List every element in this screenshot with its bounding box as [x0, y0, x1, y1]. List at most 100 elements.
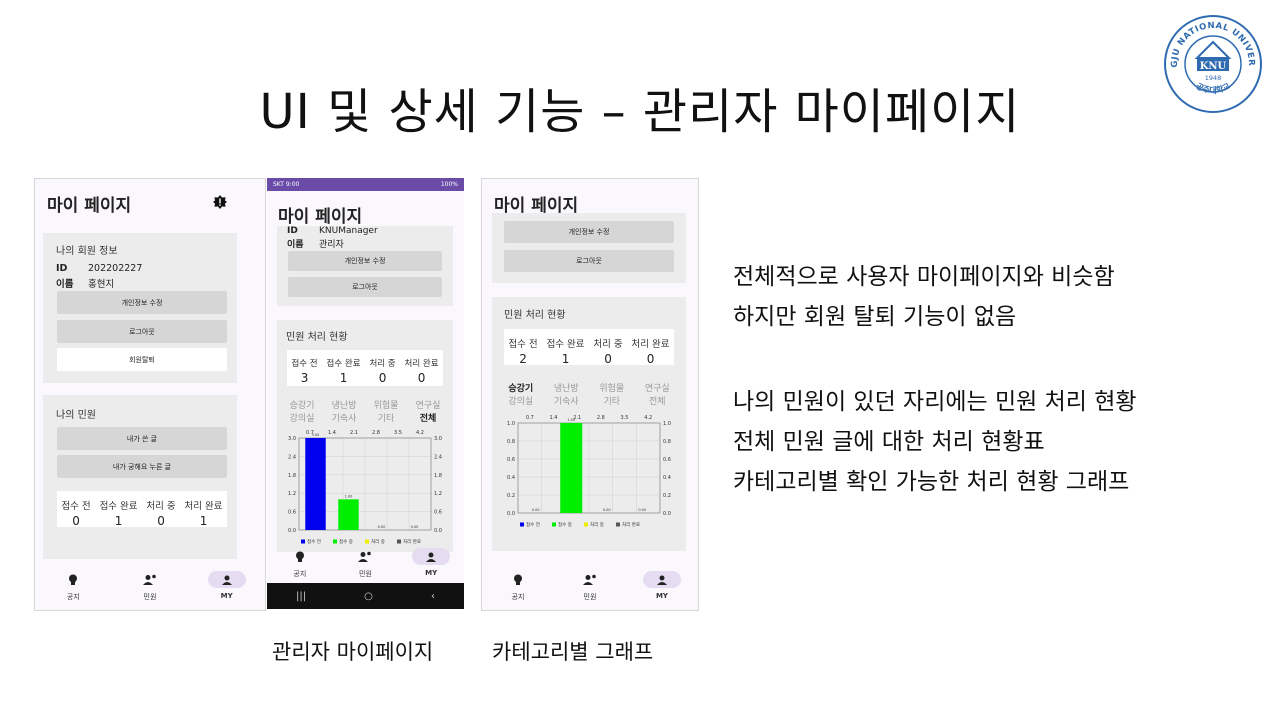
people-icon — [358, 551, 372, 562]
bar-value-label: 1.00 — [567, 418, 575, 422]
status-bar-chart-all: 0.7 1.4 2.1 2.8 3.5 4.2 0.0 0.0 0.6 0.6 1.2 1.2 1.8 1… — [288, 430, 442, 545]
stat-done: 처리 완료 0 — [631, 339, 670, 366]
y-tick-label-right: 0.2 — [663, 493, 671, 499]
nav-complaints[interactable]: 민원 — [120, 571, 180, 602]
category-tabs: 승강기 강의실 냉난방 기숙사 위험물 기타 연구실 전체 — [498, 383, 680, 409]
legend-label: 접수 중 — [558, 521, 572, 528]
status-bar-chart-elevator: 0.7 1.4 2.1 2.8 3.5 4.2 0.0 0.0 0.2 0.2 0.4 0.4 0.6 0… — [507, 415, 671, 528]
description-line: 하지만 회원 탈퇴 기능이 없음 — [733, 304, 1017, 330]
legend-swatch — [616, 522, 620, 527]
top-tick-label: 2.8 — [597, 415, 605, 421]
complaint-status-title: 민원 처리 현황 — [504, 310, 566, 321]
caption-category-graph: 카테고리별 그래프 — [492, 640, 654, 664]
tab-all-active: 전체 — [419, 414, 437, 424]
tab-col-1[interactable]: 승강기 강의실 — [508, 384, 534, 407]
tab-col-2[interactable]: 냉난방 기숙사 — [331, 401, 357, 424]
alert-icon[interactable] — [213, 195, 227, 209]
plot-frame — [517, 422, 661, 514]
stat-done: 처리 완료 1 — [184, 501, 223, 528]
member-info-card: 개인정보 수정 로그아웃 — [492, 213, 686, 283]
description-block-1: 전체적으로 사용자 마이페이지와 비슷함 하지만 회원 탈퇴 기능이 없음 — [733, 257, 1115, 337]
top-tick-label: 2.1 — [350, 430, 358, 436]
nav-my[interactable]: MY — [632, 571, 692, 602]
phone-user-mypage: 마이 페이지 나의 회원 정보 ID 202202227 이름 홍현지 개인정보 수… — [34, 178, 266, 611]
people-icon — [583, 574, 596, 585]
legend-swatch — [552, 522, 556, 527]
page-title: 마이 페이지 — [47, 196, 132, 216]
complaint-status-title: 민원 처리 현황 — [286, 332, 348, 343]
logout-button[interactable]: 로그아웃 — [288, 277, 442, 297]
home-icon[interactable]: ○ — [364, 590, 373, 602]
nav-my[interactable]: MY — [401, 548, 461, 579]
id-label: ID — [56, 263, 68, 274]
nav-complaints[interactable]: 민원 — [335, 548, 395, 579]
logo-bottom-text: 공주대학교 — [1195, 81, 1232, 95]
y-tick-label-left: 0.0 — [507, 511, 515, 517]
y-tick-label-right: 1.8 — [434, 473, 442, 479]
legend-label: 접수 전 — [526, 521, 540, 528]
back-icon[interactable]: ‹ — [430, 590, 435, 602]
id-value: KNUManager — [319, 226, 378, 236]
legend-label: 접수 중 — [339, 538, 353, 545]
withdraw-button[interactable]: 회원탈퇴 — [57, 348, 227, 371]
slide-title: UI 및 상세 기능 – 관리자 마이페이지 — [259, 84, 1021, 140]
nav-complaints[interactable]: 민원 — [560, 571, 620, 602]
member-id-row: ID KNUManager — [287, 226, 378, 236]
tab-col-1[interactable]: 승강기 강의실 — [289, 401, 315, 424]
y-tick-label-right: 1.2 — [434, 491, 442, 497]
tab-col-4[interactable]: 연구실 전체 — [644, 384, 670, 407]
recent-apps-icon[interactable]: ||| — [296, 590, 307, 602]
tab-col-4[interactable]: 연구실 전체 — [415, 401, 441, 424]
y-tick-label-right: 0.6 — [663, 457, 671, 463]
member-name-row: 이름 관리자 — [287, 237, 344, 250]
logout-button[interactable]: 로그아웃 — [504, 250, 674, 272]
lightbulb-icon — [69, 574, 78, 585]
bottom-nav: 공지 민원 MY — [35, 571, 265, 602]
member-info-title: 나의 회원 정보 — [56, 246, 118, 257]
top-tick-label: 1.4 — [328, 430, 336, 436]
bar-value-label: 0.00 — [532, 508, 540, 512]
y-tick-label-left: 3.0 — [288, 436, 296, 442]
tab-col-3[interactable]: 위험물 기타 — [599, 384, 625, 407]
top-tick-label: 4.2 — [416, 430, 424, 436]
tab-col-3[interactable]: 위험물 기타 — [373, 401, 399, 424]
edit-profile-button[interactable]: 개인정보 수정 — [288, 251, 442, 271]
y-tick-label-right: 0.0 — [663, 511, 671, 517]
nav-notice[interactable]: 공지 — [488, 571, 548, 602]
liked-posts-button[interactable]: 내가 궁해요 누른 글 — [57, 455, 227, 478]
description-block-2: 나의 민원이 있던 자리에는 민원 처리 현황 전체 민원 글에 대한 처리 현… — [733, 382, 1137, 502]
edit-profile-button[interactable]: 개인정보 수정 — [57, 291, 227, 314]
lightbulb-icon — [295, 551, 304, 562]
status-right: 100% — [440, 181, 458, 188]
legend-label: 처리 중 — [371, 538, 385, 545]
system-nav-bar: ||| ○ ‹ — [267, 583, 464, 609]
lightbulb-icon — [514, 574, 522, 585]
edit-profile-button[interactable]: 개인정보 수정 — [504, 221, 674, 243]
legend-swatch — [301, 539, 305, 544]
nav-notice[interactable]: 공지 — [270, 548, 330, 579]
bar-value-label: 0.00 — [411, 525, 419, 529]
tab-col-2[interactable]: 냉난방 기숙사 — [553, 384, 579, 407]
top-tick-label: 3.5 — [621, 415, 629, 421]
bar — [560, 423, 583, 513]
legend-label: 접수 전 — [307, 538, 321, 545]
member-name-row: 이름 홍현지 — [56, 276, 114, 290]
top-tick-label: 0.7 — [526, 415, 534, 421]
nav-my[interactable]: MY — [197, 571, 257, 602]
my-posts-button[interactable]: 내가 쓴 글 — [57, 427, 227, 450]
bar-value-label: 1.00 — [345, 494, 353, 498]
logo-year: 1948 — [1205, 74, 1222, 82]
logout-button[interactable]: 로그아웃 — [57, 320, 227, 343]
legend-swatch — [584, 522, 588, 527]
nav-notice[interactable]: 공지 — [43, 571, 103, 602]
name-value: 관리자 — [319, 240, 344, 250]
